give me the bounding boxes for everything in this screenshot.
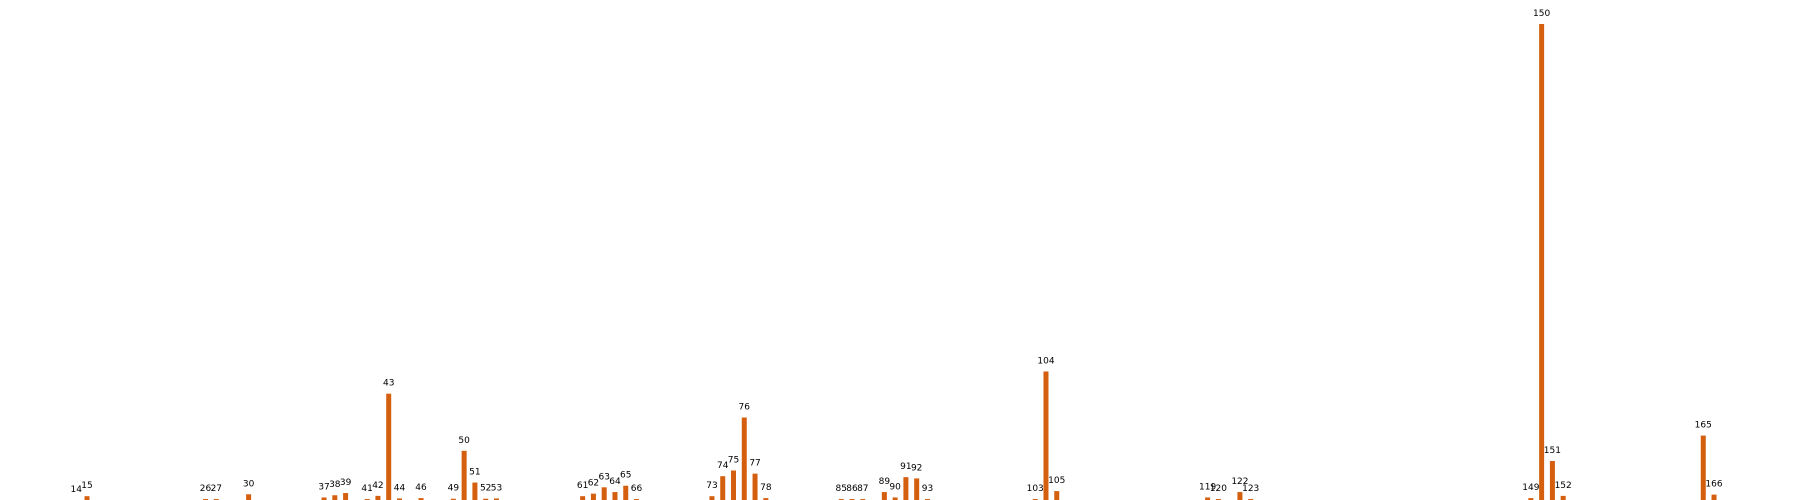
bar-43 bbox=[386, 393, 392, 500]
bar-label-105: 105 bbox=[1048, 476, 1065, 486]
bar-label-15: 15 bbox=[81, 481, 92, 491]
bar-label-74: 74 bbox=[717, 461, 729, 471]
bar-label-44: 44 bbox=[394, 483, 406, 493]
bar-label-152: 152 bbox=[1555, 481, 1572, 491]
bar-label-103: 103 bbox=[1027, 484, 1044, 494]
bar-label-151: 151 bbox=[1544, 446, 1561, 456]
bar-label-65: 65 bbox=[620, 471, 631, 481]
bar-label-77: 77 bbox=[749, 459, 760, 469]
bar-label-92: 92 bbox=[911, 463, 922, 473]
bar-42 bbox=[375, 495, 381, 500]
bar-label-166: 166 bbox=[1705, 480, 1722, 490]
bar-77 bbox=[752, 473, 758, 500]
bar-73 bbox=[709, 496, 715, 500]
bar-92 bbox=[914, 478, 920, 500]
bar-label-38: 38 bbox=[329, 480, 341, 490]
bar-label-26: 26 bbox=[200, 484, 212, 494]
bar-65 bbox=[623, 485, 629, 500]
bar-label-85: 85 bbox=[836, 484, 847, 494]
bar-label-91: 91 bbox=[900, 462, 911, 472]
bar-165 bbox=[1700, 435, 1706, 500]
bar-label-51: 51 bbox=[469, 468, 480, 478]
bar-15 bbox=[84, 496, 90, 500]
bar-label-75: 75 bbox=[728, 455, 739, 465]
bar-label-46: 46 bbox=[415, 483, 427, 493]
bar-46 bbox=[418, 498, 424, 500]
bar-62 bbox=[590, 493, 596, 500]
bar-122 bbox=[1237, 492, 1243, 500]
bar-label-14: 14 bbox=[70, 485, 82, 495]
bar-label-87: 87 bbox=[857, 484, 868, 494]
bar-51 bbox=[472, 482, 478, 500]
bar-label-62: 62 bbox=[588, 479, 599, 489]
bar-label-37: 37 bbox=[318, 482, 329, 492]
bar-label-123: 123 bbox=[1242, 484, 1259, 494]
bar-89 bbox=[881, 492, 887, 500]
bar-label-63: 63 bbox=[598, 472, 609, 482]
bar-label-43: 43 bbox=[383, 379, 394, 389]
bar-152 bbox=[1560, 495, 1566, 500]
bar-90 bbox=[892, 497, 898, 500]
bar-39 bbox=[343, 493, 349, 500]
bar-label-89: 89 bbox=[879, 477, 891, 487]
bar-label-53: 53 bbox=[491, 483, 502, 493]
bar-91 bbox=[903, 477, 909, 500]
bar-label-50: 50 bbox=[458, 436, 470, 446]
bar-119 bbox=[1205, 497, 1211, 500]
bar-44 bbox=[396, 498, 402, 500]
bar-52 bbox=[483, 498, 489, 500]
bar-75 bbox=[731, 470, 736, 500]
bar-label-76: 76 bbox=[739, 402, 751, 412]
bar-label-149: 149 bbox=[1522, 483, 1539, 493]
bar-label-122: 122 bbox=[1231, 477, 1248, 487]
bar-label-39: 39 bbox=[340, 478, 352, 488]
bar-37 bbox=[321, 497, 327, 500]
bar-label-119: 119 bbox=[1199, 482, 1216, 492]
bar-53 bbox=[493, 498, 499, 500]
bar-150 bbox=[1539, 24, 1545, 500]
bar-label-49: 49 bbox=[448, 484, 460, 494]
bar-76 bbox=[741, 417, 747, 500]
bar-label-41: 41 bbox=[361, 484, 372, 494]
bar-label-150: 150 bbox=[1533, 9, 1550, 19]
bar-label-104: 104 bbox=[1037, 356, 1054, 366]
bar-78 bbox=[763, 498, 769, 500]
bar-104 bbox=[1043, 371, 1049, 500]
bar-label-61: 61 bbox=[577, 481, 588, 491]
bar-label-120: 120 bbox=[1210, 484, 1227, 494]
bar-label-64: 64 bbox=[609, 477, 621, 487]
bar-label-86: 86 bbox=[846, 484, 858, 494]
bar-label-165: 165 bbox=[1695, 421, 1712, 431]
bar-38 bbox=[332, 495, 338, 500]
bar-64 bbox=[612, 492, 618, 500]
bar-49 bbox=[450, 498, 456, 500]
bar-30 bbox=[246, 494, 252, 500]
bar-label-90: 90 bbox=[889, 482, 901, 492]
bar-151 bbox=[1549, 460, 1555, 500]
bar-label-42: 42 bbox=[372, 481, 383, 491]
bar-label-52: 52 bbox=[480, 484, 491, 494]
bar-label-78: 78 bbox=[760, 483, 772, 493]
bar-label-73: 73 bbox=[706, 481, 717, 491]
bar-166 bbox=[1711, 494, 1717, 500]
bar-74 bbox=[720, 476, 726, 500]
bar-149 bbox=[1528, 498, 1534, 500]
bar-50 bbox=[461, 450, 467, 500]
bar-label-30: 30 bbox=[243, 479, 255, 489]
bar-label-66: 66 bbox=[631, 484, 643, 494]
bar-63 bbox=[601, 487, 607, 500]
bar-label-27: 27 bbox=[211, 484, 222, 494]
bar-61 bbox=[580, 496, 586, 500]
bar-105 bbox=[1054, 491, 1060, 500]
bar-label-93: 93 bbox=[922, 484, 933, 494]
